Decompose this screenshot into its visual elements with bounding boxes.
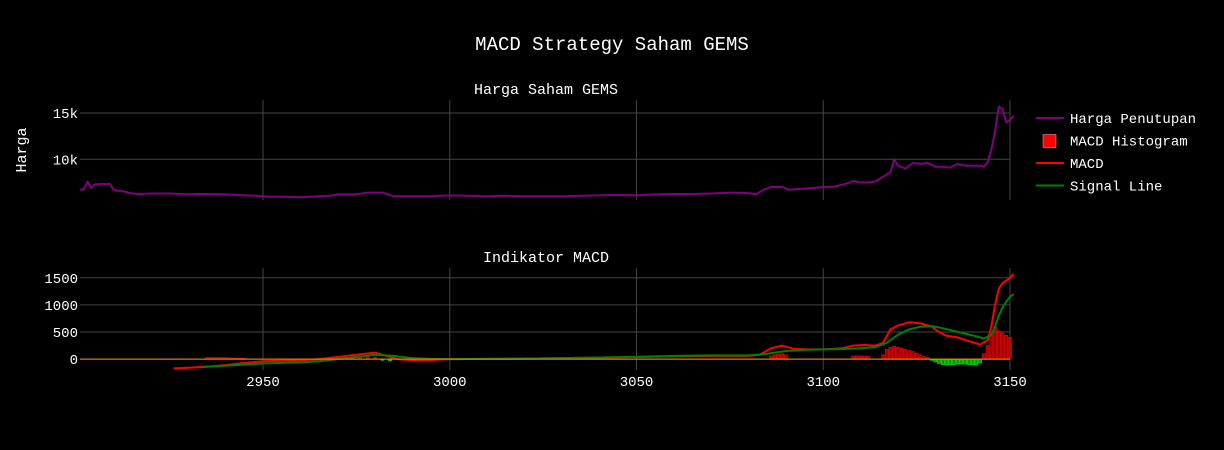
macd-y-tick-label: 1000 [44,299,78,315]
macd-y-tick-label: 1500 [44,272,78,288]
legend: Harga Penutupan MACD Histogram MACD Signal … [1036,112,1196,196]
macd-histogram-bar [896,346,900,360]
macd-y-tick-label: 0 [70,353,78,369]
signal-line-line [203,293,1015,368]
macd-series-group [80,273,1015,370]
macd-panel: Indikator MACD 0 500 1000 1500 2950 3000 3050… [44,250,1026,391]
macd-line [173,273,1015,370]
legend-label: MACD Histogram [1070,135,1188,151]
macd-histogram-bar [974,358,979,366]
legend-label: Signal Line [1070,180,1162,196]
macd-x-tick-label: 3150 [993,375,1027,391]
macd-y-tick-label: 500 [53,326,78,342]
macd-histogram-bar [1008,337,1012,360]
macd-histogram-bar [989,334,994,360]
macd-y-tick-labels: 0 500 1000 1500 [44,272,78,369]
macd-histogram-bar [1000,332,1005,360]
price-panel-title: Harga Saham GEMS [474,82,618,99]
macd-histogram-bar [955,358,960,365]
price-y-tick-label: 10k [53,153,78,169]
figure-title: MACD Strategy Saham GEMS [475,34,749,56]
legend-item-signal-line[interactable]: Signal Line [1036,180,1162,196]
macd-histogram-bar [884,349,889,360]
macd-x-tick-label: 3000 [433,375,467,391]
price-series-group [79,105,1015,199]
macd-histogram-bar [967,358,971,365]
macd-histogram-bar [948,358,953,365]
macd-x-tick-label: 2950 [246,375,280,391]
macd-histogram-bar [937,358,941,364]
macd-histogram-bar [982,353,986,360]
macd-histogram-bar [970,358,975,365]
macd-x-tick-label: 3050 [620,375,654,391]
legend-item-macd[interactable]: MACD [1036,157,1104,173]
macd-x-tick-labels: 2950 3000 3050 3100 3150 [246,375,1027,391]
macd-histogram-bar [959,358,964,365]
price-y-tick-label: 15k [53,107,78,123]
macd-histogram-bar [776,353,781,360]
macd-histogram-bar [911,351,915,360]
macd-histogram-bar [985,345,990,360]
macd-histogram-bar [914,352,919,360]
macd-histogram-bar [918,354,923,360]
macd-histogram-bar [892,345,897,360]
macd-gridlines [80,268,1011,370]
macd-histogram-bar [903,349,908,360]
legend-item-macd-histogram[interactable]: MACD Histogram [1042,134,1188,151]
macd-histogram-bar [997,330,1001,360]
macd-histogram-bar [784,354,788,360]
macd-histogram-bar [772,354,777,360]
legend-item-harga-penutupan[interactable]: Harga Penutupan [1036,112,1196,128]
macd-histogram-bar [899,347,904,360]
macd-panel-title: Indikator MACD [483,250,609,267]
legend-swatch [1042,134,1057,148]
macd-histogram-bar [940,358,945,365]
macd-histogram-bar [888,346,893,360]
macd-histogram-bar [1004,334,1009,360]
macd-histogram-bar [907,350,911,360]
price-y-tick-labels: 10k 15k [53,107,78,169]
harga-penutupan-line [79,105,1015,199]
macd-histogram-bar [963,358,967,365]
price-y-axis-label: Harga [14,127,31,172]
legend-label: MACD [1070,157,1104,173]
macd-histogram-bar [881,354,885,360]
macd-histogram-bar [993,326,997,360]
macd-x-tick-label: 3100 [806,375,840,391]
price-gridlines [80,100,1011,200]
macd-histogram-bar [952,358,956,365]
legend-label: Harga Penutupan [1070,112,1196,128]
price-panel: Harga Saham GEMS Harga 10k 15k [14,82,1015,200]
macd-histogram-bar [944,358,949,366]
macd-histogram-bar [780,353,784,360]
